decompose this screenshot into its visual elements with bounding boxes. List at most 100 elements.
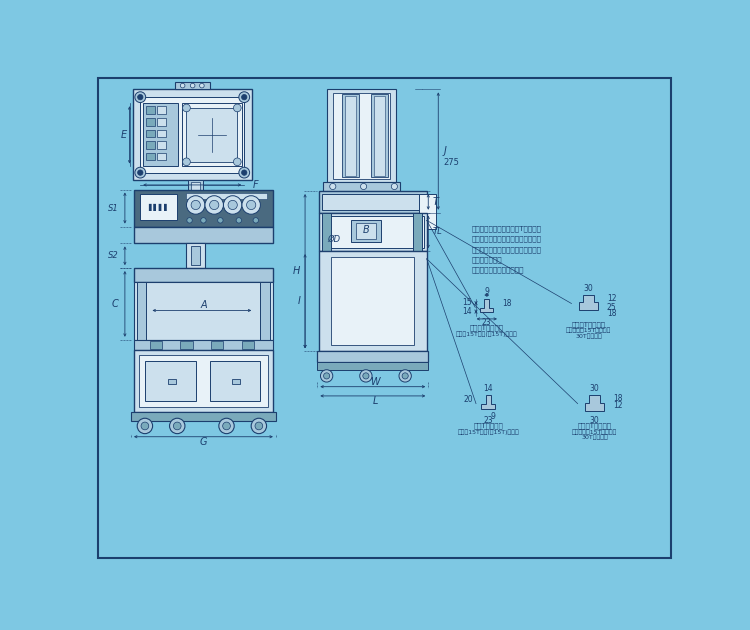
Text: 9: 9	[484, 287, 489, 295]
Bar	[145, 361, 196, 401]
Bar	[187, 243, 205, 268]
Bar	[319, 213, 427, 251]
Text: S1: S1	[108, 203, 118, 212]
Text: C: C	[112, 299, 118, 309]
Text: 9: 9	[490, 412, 496, 421]
Bar	[322, 194, 424, 210]
Circle shape	[402, 373, 408, 379]
Text: ØD: ØD	[328, 235, 341, 244]
Text: TL: TL	[433, 227, 442, 236]
Circle shape	[233, 158, 242, 166]
Circle shape	[233, 104, 242, 112]
Polygon shape	[480, 299, 494, 312]
Circle shape	[251, 418, 266, 433]
Bar	[134, 227, 273, 243]
Text: G: G	[200, 437, 207, 447]
Bar	[371, 94, 388, 177]
Circle shape	[183, 104, 190, 112]
Bar	[143, 103, 178, 166]
Text: （適用15T以下(含15T)機型）: （適用15T以下(含15T)機型）	[458, 429, 519, 435]
Bar	[146, 141, 155, 149]
Bar	[134, 350, 273, 412]
Text: 275: 275	[444, 158, 460, 167]
Text: 移動板T型槽尺寸: 移動板T型槽尺寸	[470, 325, 504, 331]
Bar	[134, 268, 273, 282]
Bar	[131, 412, 276, 421]
Bar	[133, 89, 252, 180]
Circle shape	[223, 422, 230, 430]
Bar	[146, 106, 155, 114]
Circle shape	[190, 83, 195, 88]
Bar	[149, 341, 162, 349]
Text: 30: 30	[590, 416, 599, 425]
Bar	[356, 224, 376, 239]
Text: E: E	[120, 130, 127, 140]
Text: 23: 23	[484, 416, 494, 425]
Circle shape	[200, 83, 204, 88]
Bar	[209, 361, 260, 401]
Bar	[158, 106, 166, 114]
Bar	[140, 194, 177, 220]
Bar	[146, 118, 155, 125]
Bar	[242, 341, 254, 349]
Bar	[322, 213, 332, 297]
Text: 移動板T型槽尺寸: 移動板T型槽尺寸	[572, 321, 605, 328]
Bar	[211, 341, 224, 349]
Circle shape	[183, 158, 190, 166]
Text: F: F	[253, 180, 259, 190]
Bar	[326, 89, 396, 182]
Circle shape	[320, 370, 333, 382]
Text: （適用大于15T小于等于: （適用大于15T小于等于	[572, 429, 617, 435]
Text: 14: 14	[462, 307, 472, 316]
Circle shape	[330, 183, 336, 190]
Text: 18: 18	[607, 309, 616, 318]
Bar	[419, 194, 436, 229]
Circle shape	[201, 218, 206, 223]
Bar	[191, 246, 200, 265]
Polygon shape	[579, 295, 598, 311]
Circle shape	[238, 92, 250, 103]
Text: J: J	[444, 146, 446, 156]
Bar	[168, 379, 176, 384]
Text: 25: 25	[607, 303, 616, 312]
Bar	[345, 96, 356, 176]
Text: 14: 14	[484, 384, 494, 394]
Bar	[134, 282, 273, 340]
Bar	[158, 141, 166, 149]
Text: 30: 30	[590, 384, 599, 394]
Text: （適用15T以下(含15T)機型）: （適用15T以下(含15T)機型）	[456, 331, 518, 337]
Text: ▌▌▌▌: ▌▌▌▌	[148, 203, 170, 211]
Circle shape	[363, 373, 369, 379]
Text: 移動板T型槽尺寸: 移動板T型槽尺寸	[578, 423, 611, 429]
Bar	[413, 213, 422, 297]
Circle shape	[187, 218, 192, 223]
Text: 12: 12	[613, 401, 622, 410]
Bar	[319, 251, 427, 352]
Bar	[146, 152, 155, 160]
Circle shape	[219, 418, 234, 433]
Circle shape	[170, 418, 185, 433]
Bar	[134, 340, 273, 350]
Bar	[260, 282, 270, 340]
Text: T: T	[433, 197, 439, 207]
Bar	[182, 103, 242, 166]
Text: 30T的機型）: 30T的機型）	[581, 435, 608, 440]
Circle shape	[392, 183, 398, 190]
Bar	[232, 379, 239, 384]
Circle shape	[242, 170, 247, 175]
Circle shape	[191, 200, 200, 210]
Bar	[187, 193, 266, 199]
Text: 23: 23	[482, 318, 491, 327]
Bar	[146, 130, 155, 137]
Circle shape	[173, 422, 181, 430]
Bar	[317, 352, 428, 362]
Bar	[333, 93, 390, 179]
Circle shape	[228, 200, 237, 210]
Circle shape	[137, 94, 143, 100]
Bar	[140, 97, 244, 173]
Bar	[374, 96, 386, 176]
Bar	[322, 215, 424, 248]
Circle shape	[135, 92, 146, 103]
Bar	[317, 362, 428, 370]
Polygon shape	[482, 395, 496, 410]
